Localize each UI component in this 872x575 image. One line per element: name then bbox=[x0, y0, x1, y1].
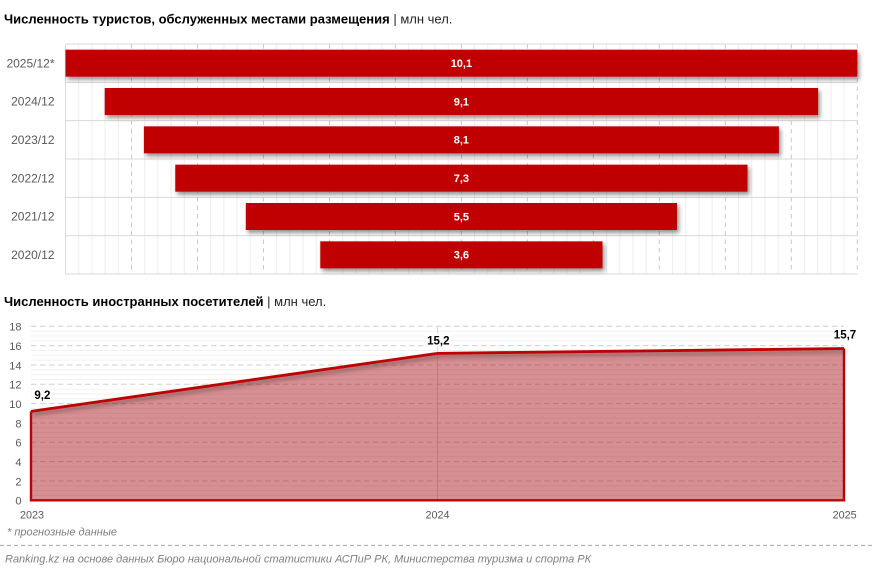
svg-text:9,2: 9,2 bbox=[34, 390, 50, 402]
svg-text:Численность иностранных посети: Численность иностранных посетителей | мл… bbox=[4, 294, 326, 309]
svg-text:15,7: 15,7 bbox=[834, 330, 856, 342]
svg-text:5,5: 5,5 bbox=[454, 211, 469, 223]
svg-text:2025: 2025 bbox=[833, 510, 857, 522]
svg-text:8: 8 bbox=[15, 418, 21, 430]
svg-text:14: 14 bbox=[9, 360, 21, 372]
svg-text:6: 6 bbox=[15, 438, 21, 450]
svg-text:9,1: 9,1 bbox=[454, 96, 469, 108]
svg-text:7,3: 7,3 bbox=[454, 173, 469, 185]
svg-text:15,2: 15,2 bbox=[427, 336, 449, 348]
svg-text:2023/12: 2023/12 bbox=[11, 133, 55, 147]
svg-text:2020/12: 2020/12 bbox=[11, 248, 55, 262]
svg-text:Численность туристов, обслужен: Численность туристов, обслуженных местам… bbox=[4, 12, 452, 27]
svg-text:10: 10 bbox=[9, 399, 21, 411]
svg-text:15,7: 15,7 bbox=[834, 330, 856, 342]
svg-text:9,2: 9,2 bbox=[34, 390, 50, 402]
svg-text:18: 18 bbox=[9, 322, 21, 334]
svg-text:8,1: 8,1 bbox=[454, 135, 469, 147]
svg-text:12: 12 bbox=[9, 380, 21, 392]
svg-text:2025/12*: 2025/12* bbox=[6, 56, 54, 70]
svg-text:4: 4 bbox=[15, 457, 21, 469]
svg-text:15,2: 15,2 bbox=[427, 336, 449, 348]
svg-text:2021/12: 2021/12 bbox=[11, 210, 55, 224]
svg-text:16: 16 bbox=[9, 341, 21, 353]
svg-text:2: 2 bbox=[15, 476, 21, 488]
svg-text:0: 0 bbox=[15, 496, 21, 508]
svg-text:2022/12: 2022/12 bbox=[11, 171, 55, 185]
svg-text:2024: 2024 bbox=[425, 510, 449, 522]
svg-text:* прогнозные данные: * прогнозные данные bbox=[7, 527, 117, 539]
svg-text:10,1: 10,1 bbox=[451, 58, 472, 70]
svg-text:2023: 2023 bbox=[20, 510, 44, 522]
svg-text:2024/12: 2024/12 bbox=[11, 95, 55, 109]
svg-text:Ranking.kz на основе данных Бю: Ranking.kz на основе данных Бюро национа… bbox=[5, 554, 592, 566]
svg-text:3,6: 3,6 bbox=[454, 250, 469, 262]
